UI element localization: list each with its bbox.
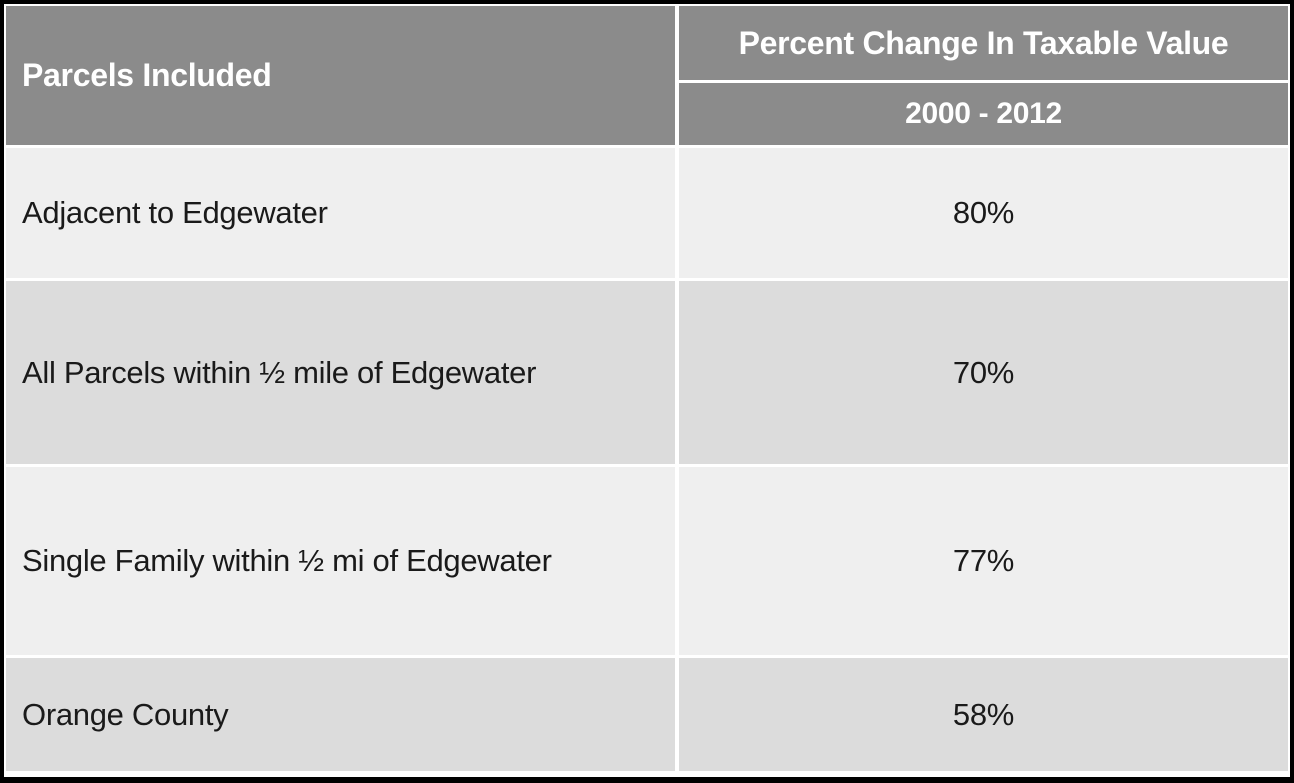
- table-row-value-all-parcels: 70%: [679, 281, 1288, 464]
- table-row-value-adjacent: 80%: [679, 148, 1288, 278]
- header-label-period: 2000 - 2012: [905, 97, 1062, 130]
- table-row-value-orange-county: 58%: [679, 658, 1288, 771]
- row-label: Single Family within ½ mi of Edgewater: [22, 543, 552, 578]
- row-value: 58%: [952, 696, 1015, 732]
- table-row-label-single-family: Single Family within ½ mi of Edgewater: [6, 467, 675, 655]
- row-label: Adjacent to Edgewater: [22, 195, 328, 230]
- header-cell-percent-change-title: Percent Change In Taxable Value: [679, 6, 1288, 80]
- row-label: All Parcels within ½ mile of Edgewater: [22, 354, 537, 390]
- row-value: 77%: [952, 543, 1015, 578]
- table-row-label-all-parcels: All Parcels within ½ mile of Edgewater: [6, 281, 675, 464]
- header-label-parcels-included: Parcels Included: [22, 57, 272, 93]
- row-value: 70%: [952, 354, 1015, 390]
- table-row-value-single-family: 77%: [679, 467, 1288, 655]
- header-label-percent-change: Percent Change In Taxable Value: [738, 24, 1229, 61]
- header-cell-period: 2000 - 2012: [679, 83, 1288, 145]
- row-value: 80%: [952, 195, 1015, 230]
- table-row-label-adjacent: Adjacent to Edgewater: [6, 148, 675, 278]
- row-label: Orange County: [22, 696, 229, 732]
- header-cell-parcels-included: Parcels Included: [6, 6, 675, 145]
- table-row-label-orange-county: Orange County: [6, 658, 675, 771]
